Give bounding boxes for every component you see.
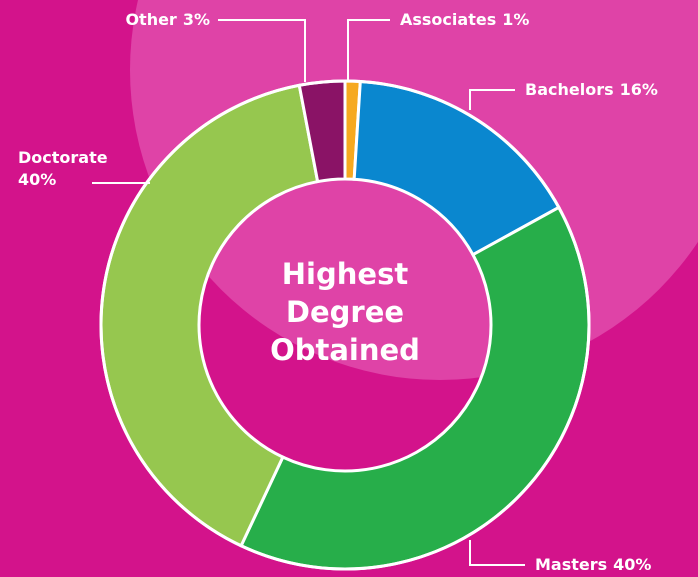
leader-line [469, 540, 525, 566]
labels: Associates 1%Bachelors 16%Masters 40%Doctor… [18, 10, 658, 574]
data-label: Other 3% [125, 10, 210, 29]
category-name: Doctorate [18, 148, 108, 167]
data-label: Associates 1% [400, 10, 529, 29]
category-name: Other [125, 10, 176, 29]
category-name: Associates [400, 10, 496, 29]
category-name: Bachelors [525, 80, 614, 99]
value-label: 16% [620, 80, 658, 99]
data-label: Bachelors 16% [525, 80, 658, 99]
data-label: Doctorate 40% [18, 148, 108, 189]
leader-line [218, 19, 306, 82]
data-label: Masters 40% [535, 555, 651, 574]
value-label: 40% [613, 555, 651, 574]
category-name: Masters [535, 555, 607, 574]
donut-outline [99, 79, 591, 571]
leader-line [347, 19, 390, 82]
donut [99, 79, 591, 571]
value-label: 40% [18, 170, 56, 189]
chart-title: Highest Degree Obtained [270, 257, 420, 367]
value-label: 3% [183, 10, 210, 29]
value-label: 1% [502, 10, 529, 29]
leader-line [469, 89, 515, 110]
